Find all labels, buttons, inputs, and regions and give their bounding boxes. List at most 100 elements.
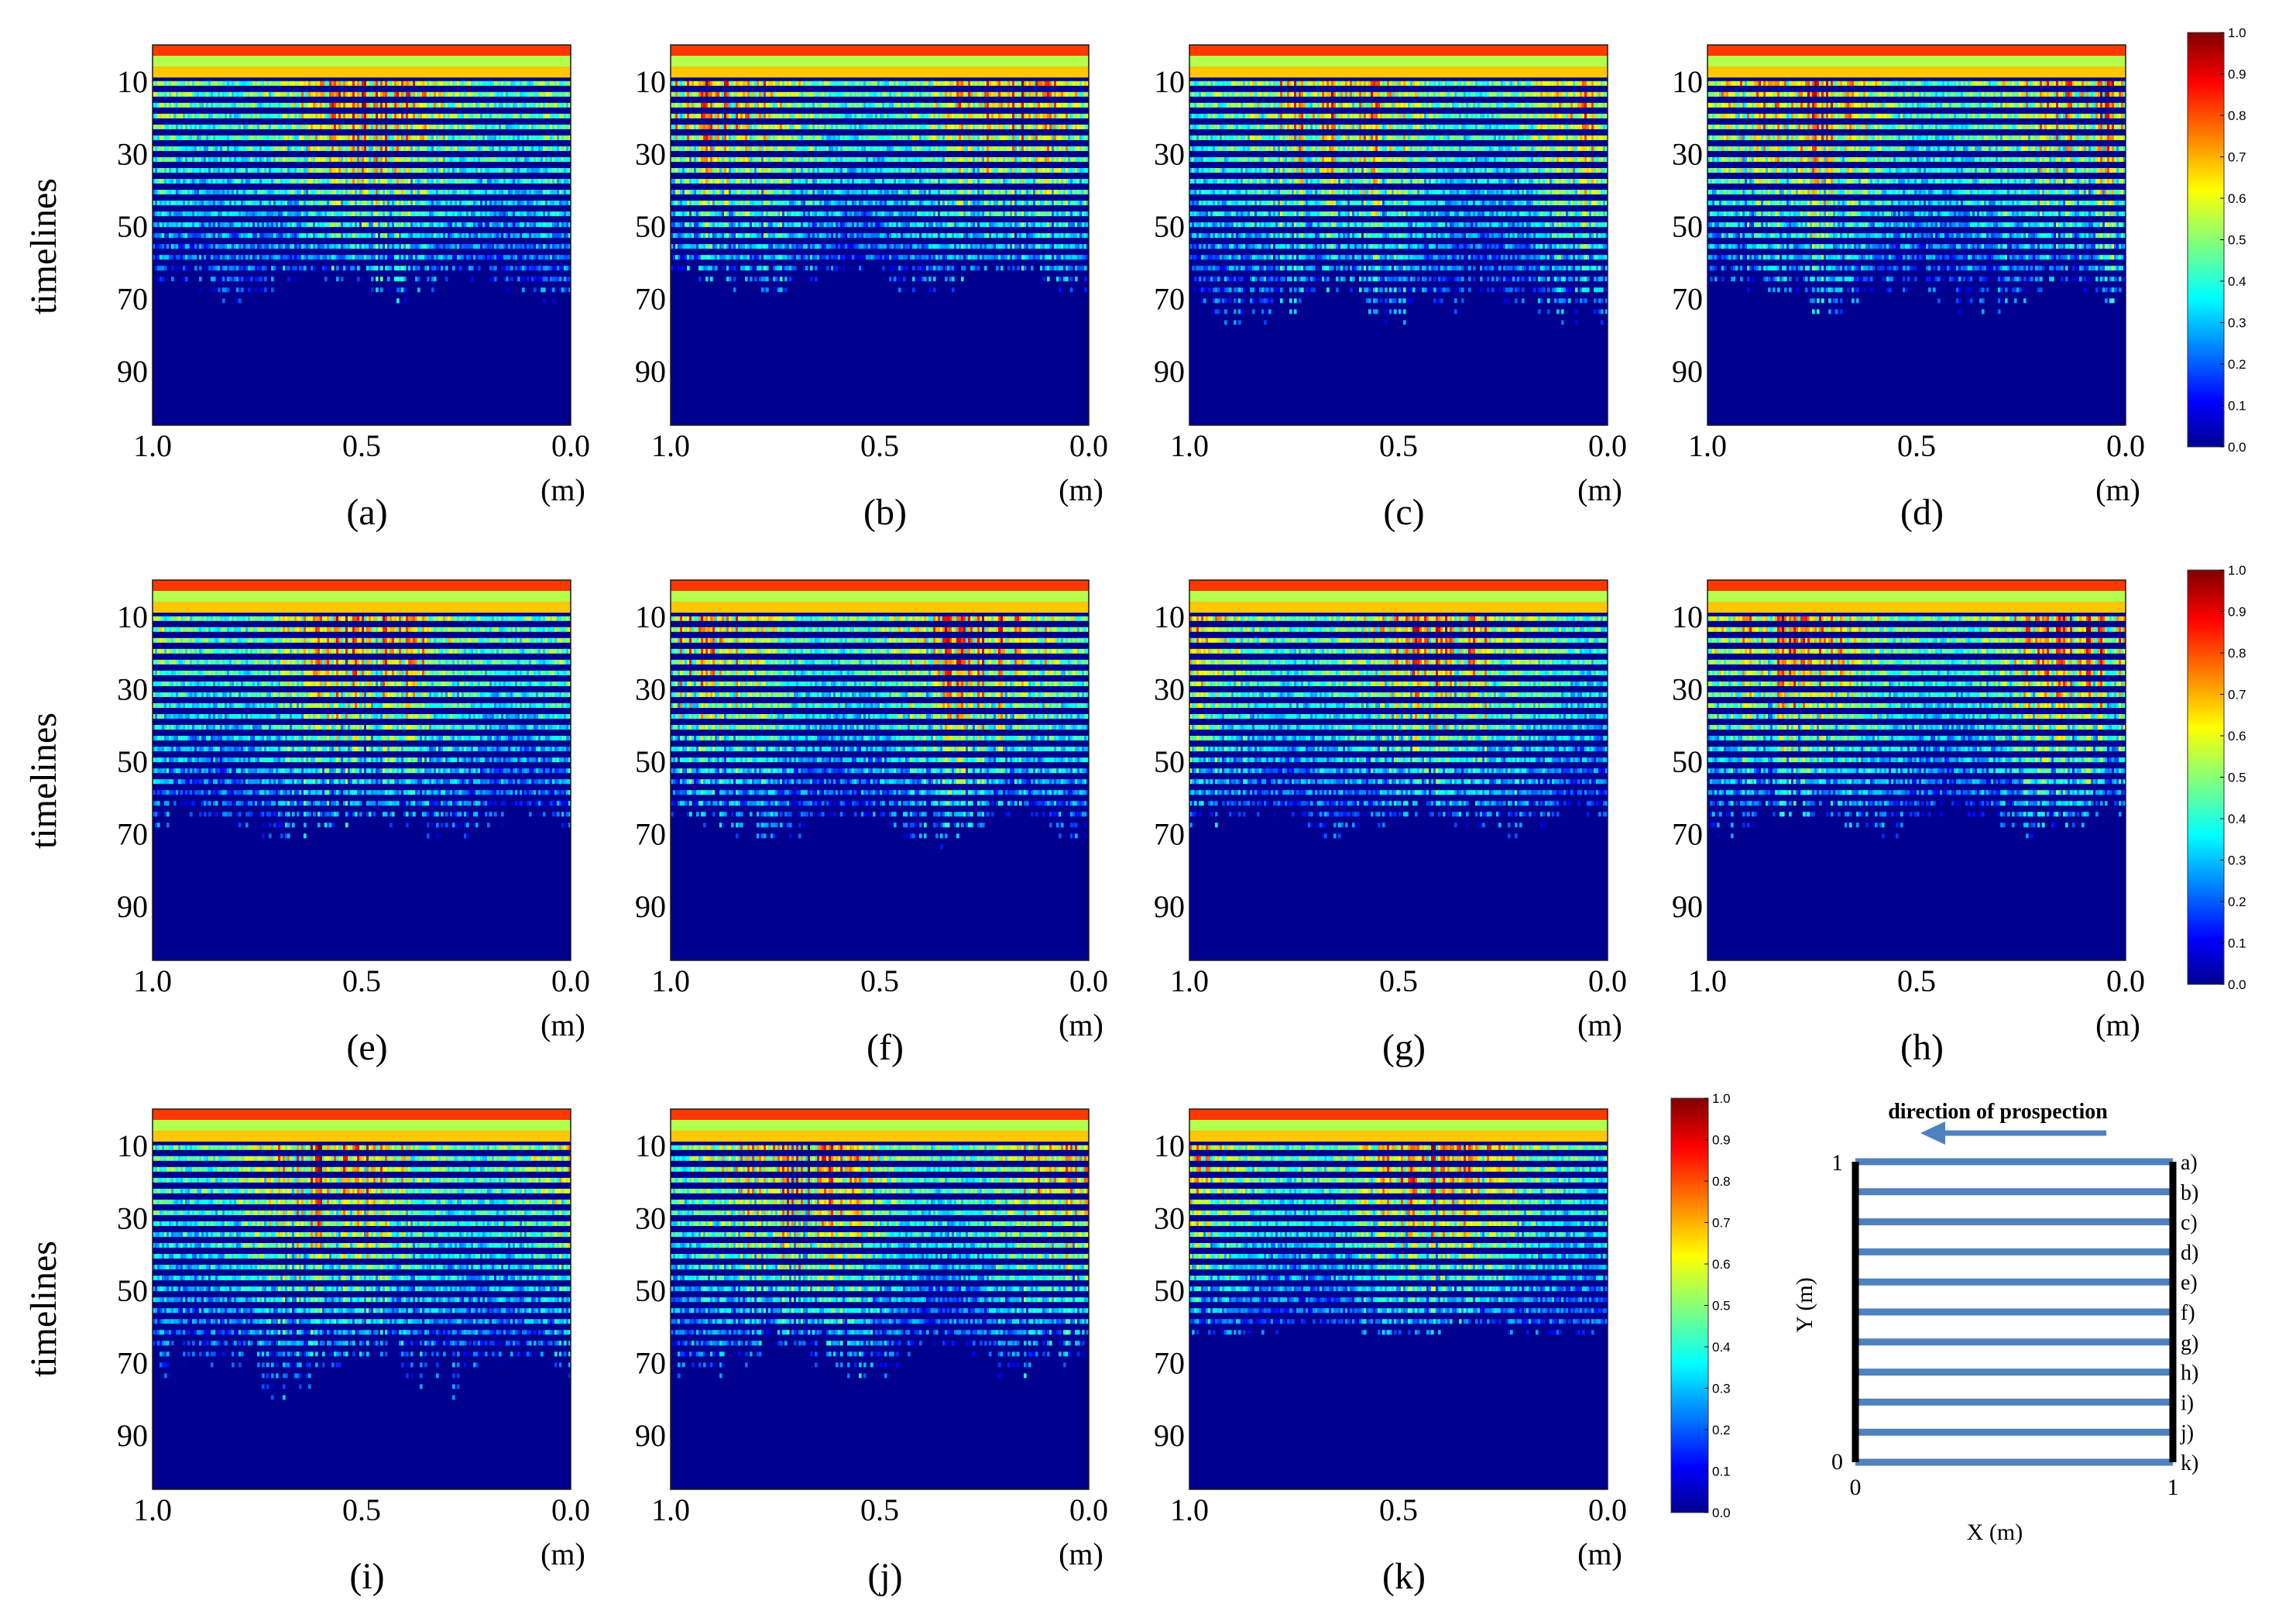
heatmap-cell [427, 222, 430, 228]
heatmap-cell [185, 146, 188, 151]
heatmap-cell [480, 222, 483, 228]
heatmap-cell [285, 167, 288, 173]
heatmap-cell [187, 190, 190, 195]
heatmap-cell [410, 156, 414, 162]
heatmap-cell [678, 156, 681, 162]
heatmap-cell [415, 91, 418, 97]
heatmap-cell [703, 266, 706, 271]
heatmap-cell [798, 156, 801, 162]
heatmap-cell [199, 287, 202, 293]
heatmap-cell [791, 167, 795, 173]
heatmap-cell [220, 81, 223, 86]
heatmap-cell [153, 255, 156, 260]
heatmap-cell [455, 211, 458, 217]
heatmap-cell [345, 91, 348, 97]
heatmap-cell [810, 266, 813, 271]
heatmap-cell [561, 179, 565, 184]
heatmap-cell [754, 233, 757, 239]
heatmap-cell [317, 167, 321, 173]
heatmap-cell [357, 81, 360, 86]
heatmap-cell [522, 222, 525, 228]
heatmap-cell [171, 179, 174, 184]
heatmap-cell [801, 146, 804, 151]
heatmap-cell [413, 124, 416, 129]
heatmap-cell [466, 135, 469, 140]
heatmap-cell [482, 113, 486, 118]
heatmap-cell [496, 179, 499, 184]
heatmap-cell [194, 244, 197, 249]
heatmap-cell [408, 244, 411, 249]
heatmap-cell [710, 113, 713, 118]
heatmap-cell [791, 266, 795, 271]
heatmap-cell [536, 201, 539, 206]
heatmap-cell [227, 91, 230, 97]
heatmap-cell [429, 201, 432, 206]
heatmap-cell [415, 102, 418, 108]
heatmap-cell [336, 276, 339, 282]
heatmap-cell [754, 135, 757, 140]
heatmap-cell [520, 91, 523, 97]
heatmap-cell [696, 255, 699, 260]
heatmap-cell [798, 113, 801, 118]
heatmap-cell [675, 156, 678, 162]
heatmap-cell [557, 255, 560, 260]
heatmap-cell [399, 156, 402, 162]
heatmap-cell [452, 135, 455, 140]
heatmap-cell [466, 81, 469, 86]
heatmap-cell [194, 190, 197, 195]
heatmap-cell [787, 124, 790, 129]
heatmap-cell [522, 91, 525, 97]
heatmap-cell [712, 179, 716, 184]
heatmap-cell [513, 113, 516, 118]
heatmap-cell [160, 211, 163, 217]
heatmap-cell [501, 135, 504, 140]
heatmap-cell [478, 156, 481, 162]
heatmap-cell [301, 190, 304, 195]
heatmap-cell [724, 190, 727, 195]
heatmap-cell [568, 276, 571, 282]
heatmap-cell [515, 91, 518, 97]
heatmap-cell [531, 124, 534, 129]
heatmap-cell [712, 201, 716, 206]
heatmap-cell [331, 167, 335, 173]
heatmap-cell [517, 102, 520, 108]
heatmap-cell [538, 91, 541, 97]
heatmap-cell [552, 146, 555, 151]
heatmap-cell [561, 146, 565, 151]
heatmap-cell [729, 276, 732, 282]
heatmap-cell [271, 211, 274, 217]
heatmap-cell [273, 113, 276, 118]
heatmap-cell [761, 244, 764, 249]
heatmap-cell [494, 255, 497, 260]
heatmap-cell [241, 179, 244, 184]
heatmap-cell [359, 156, 362, 162]
heatmap-cell [747, 266, 750, 271]
heatmap-cell [190, 211, 193, 217]
heatmap-cell [675, 201, 678, 206]
heatmap-cell [543, 244, 546, 249]
heatmap-cell [153, 124, 156, 129]
heatmap-cell [773, 201, 776, 206]
heatmap-cell [429, 211, 432, 217]
heatmap-cell [696, 124, 699, 129]
heatmap-cell [431, 222, 434, 228]
heatmap-cell [784, 81, 788, 86]
heatmap-cell [178, 222, 181, 228]
heatmap-cell [257, 179, 260, 184]
heatmap-cell [685, 211, 688, 217]
heatmap-cell [208, 146, 211, 151]
heatmap-cell [364, 146, 367, 151]
heatmap-cell [522, 135, 525, 140]
heatmap-cell [787, 244, 790, 249]
heatmap-cell [229, 255, 232, 260]
heatmap-cell [222, 81, 225, 86]
heatmap-cell [355, 135, 358, 140]
heatmap-cell [694, 255, 697, 260]
heatmap-cell [743, 179, 746, 184]
heatmap-cell [520, 190, 523, 195]
heatmap-cell [531, 244, 534, 249]
heatmap-cell [534, 81, 537, 86]
heatmap-cell [517, 135, 520, 140]
heatmap-cell [408, 266, 411, 271]
heatmap-cell [383, 167, 386, 173]
